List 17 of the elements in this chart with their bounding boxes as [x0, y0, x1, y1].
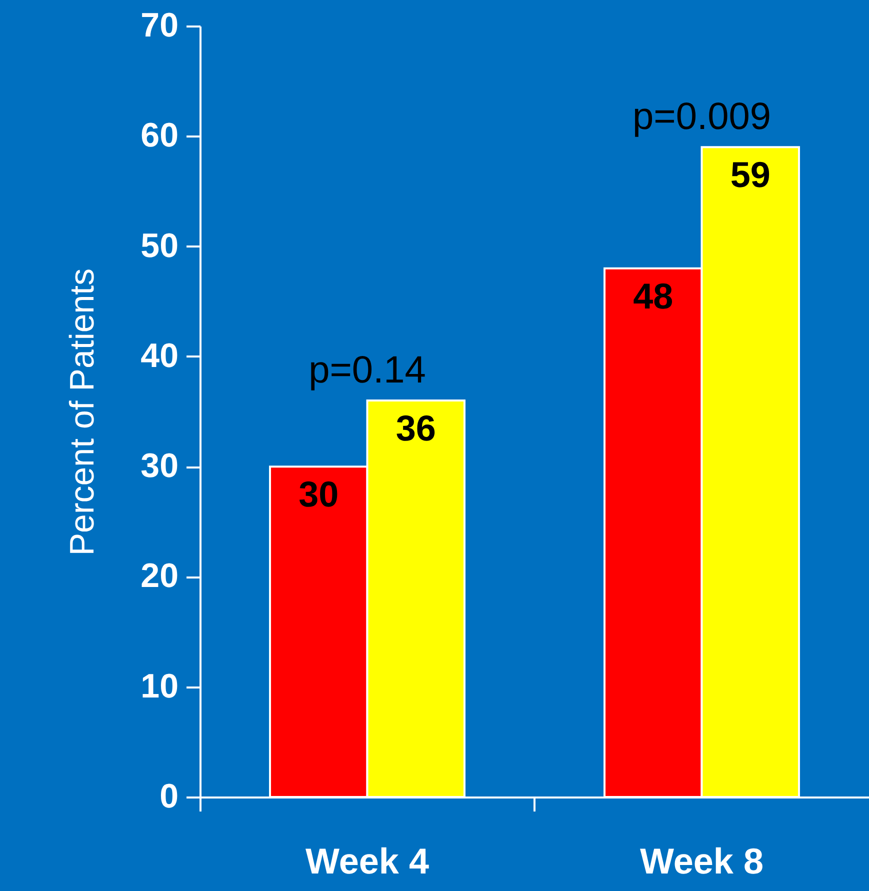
data-label: 59 [730, 154, 770, 196]
annotation: p=0.14 [308, 349, 426, 392]
y-tick-label: 60 [140, 116, 178, 155]
y-tick-label: 50 [140, 226, 178, 265]
y-tick-label: 10 [140, 667, 178, 706]
x-tick-label: Week 4 [306, 840, 429, 882]
y-axis-title: Percent of Patients [64, 268, 102, 556]
data-label: 30 [298, 474, 339, 515]
data-label: 48 [633, 275, 674, 316]
x-tick-label: Week 8 [640, 840, 764, 882]
y-tick-label: 20 [140, 557, 178, 596]
y-tick-label: 0 [160, 778, 178, 816]
y-tick-label: 30 [140, 447, 178, 486]
annotation: p=0.009 [632, 96, 771, 138]
y-tick-label: 40 [140, 336, 178, 375]
y-tick-label: 70 [140, 6, 178, 44]
data-label: 36 [396, 407, 436, 448]
